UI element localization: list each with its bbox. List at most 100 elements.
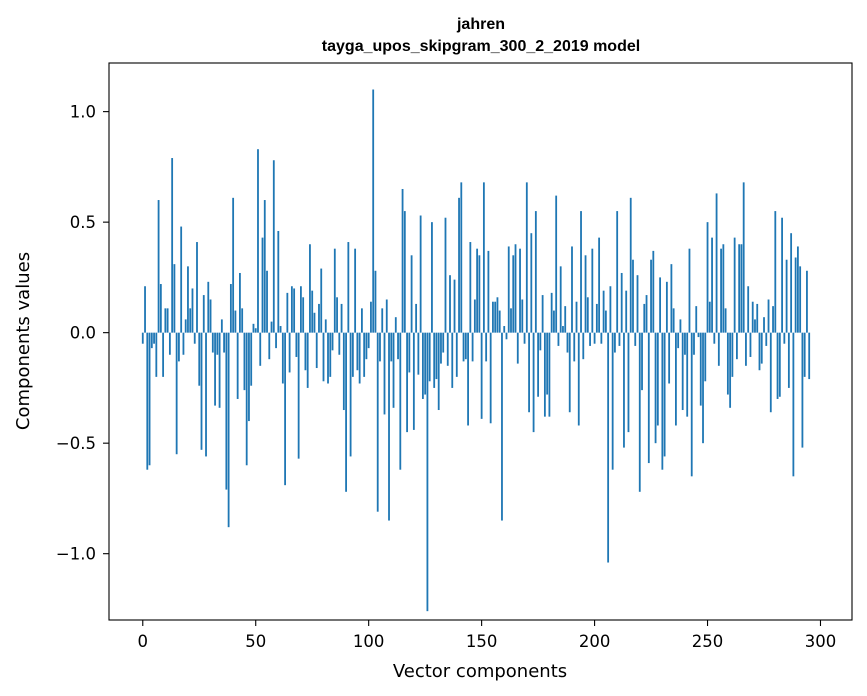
- bar: [157, 200, 160, 333]
- bar: [168, 332, 171, 355]
- bar: [374, 270, 377, 333]
- y-tick-label: −1.0: [56, 545, 96, 564]
- bar: [277, 230, 280, 333]
- bar: [650, 259, 652, 333]
- bar: [507, 246, 510, 333]
- bar: [681, 332, 684, 411]
- y-tick-label: 0.0: [70, 324, 96, 343]
- y-axis-ticks: 1.0 0.5 0.0 −0.5 −1.0: [56, 103, 109, 564]
- bar: [385, 299, 388, 333]
- bar: [372, 89, 375, 333]
- y-axis-label: Components values: [13, 252, 34, 430]
- bar: [769, 332, 772, 413]
- bar: [754, 319, 756, 333]
- bar: [711, 237, 713, 333]
- bar: [315, 332, 318, 369]
- bar: [553, 310, 555, 333]
- bar: [763, 317, 765, 333]
- bar: [478, 255, 481, 333]
- bar: [765, 332, 768, 346]
- bar: [516, 332, 519, 364]
- bar: [532, 332, 535, 433]
- bar: [257, 149, 259, 333]
- bar: [415, 303, 418, 333]
- bar: [207, 281, 210, 333]
- bar: [512, 255, 515, 333]
- bar: [607, 332, 610, 563]
- bar: [496, 297, 499, 333]
- bar: [778, 332, 781, 397]
- bar: [252, 323, 255, 333]
- bar: [379, 332, 381, 362]
- bar: [796, 246, 799, 333]
- bar: [740, 244, 743, 333]
- bar: [164, 308, 167, 333]
- bar: [731, 332, 734, 377]
- bar: [333, 248, 336, 333]
- bar: [794, 257, 797, 333]
- bar: [790, 233, 793, 333]
- bar: [557, 332, 560, 346]
- bar: [232, 197, 235, 333]
- bar: [733, 237, 736, 333]
- bar: [708, 301, 711, 333]
- bar: [150, 332, 153, 349]
- bar: [591, 248, 594, 333]
- bar: [209, 299, 212, 333]
- bar: [460, 182, 463, 333]
- bar: [309, 244, 311, 333]
- bar: [424, 332, 427, 395]
- bar: [618, 332, 621, 346]
- bar: [806, 270, 808, 333]
- bar: [659, 277, 661, 333]
- bar: [627, 332, 630, 433]
- bar: [281, 332, 284, 384]
- bar: [636, 275, 639, 333]
- bar: [480, 332, 483, 419]
- bar: [196, 242, 198, 333]
- bar: [575, 301, 578, 333]
- bar: [539, 332, 542, 351]
- bar: [785, 259, 788, 333]
- bar: [471, 332, 474, 362]
- bar: [370, 301, 372, 333]
- bar: [184, 319, 187, 333]
- bar: [541, 295, 544, 333]
- bar: [489, 332, 492, 424]
- bar: [216, 332, 219, 355]
- bar: [573, 332, 576, 362]
- bar: [593, 332, 596, 344]
- x-tick-label: 150: [466, 632, 498, 651]
- bar: [492, 301, 494, 333]
- bar: [521, 299, 524, 333]
- bar: [760, 332, 763, 364]
- bar: [747, 286, 750, 333]
- bar: [329, 332, 332, 377]
- bar: [595, 303, 598, 333]
- bar: [462, 332, 465, 362]
- bar: [656, 332, 659, 426]
- bar: [510, 308, 512, 333]
- bar: [345, 332, 347, 492]
- bar: [266, 270, 268, 333]
- bar: [211, 332, 214, 353]
- bar: [153, 332, 155, 344]
- bar: [543, 332, 546, 417]
- bar: [381, 308, 384, 333]
- bar: [295, 332, 298, 357]
- bar: [724, 308, 727, 333]
- bar: [178, 332, 180, 362]
- bar: [767, 299, 770, 333]
- bar: [202, 295, 205, 333]
- bar: [272, 160, 275, 333]
- bar: [223, 332, 225, 353]
- bar: [225, 332, 228, 490]
- bar: [801, 332, 804, 448]
- bar: [313, 312, 316, 333]
- bar: [571, 246, 573, 333]
- x-axis-label: Vector components: [393, 661, 567, 682]
- bar: [288, 332, 291, 373]
- bar: [550, 292, 553, 333]
- bar: [401, 188, 404, 333]
- bar: [647, 332, 650, 464]
